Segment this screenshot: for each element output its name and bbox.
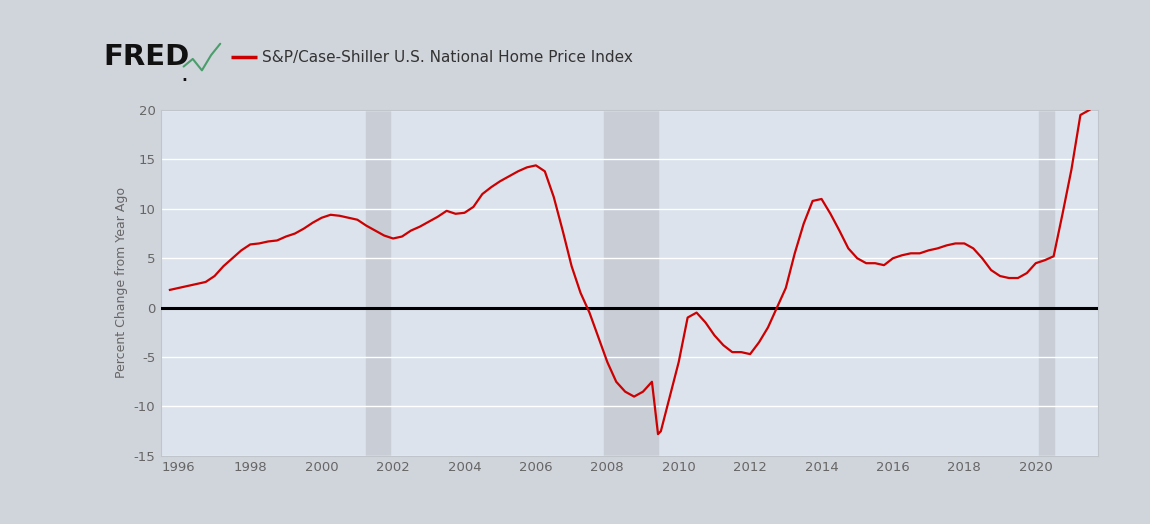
Text: FRED: FRED (104, 43, 190, 71)
Bar (605, 110, 658, 456)
Text: .: . (181, 62, 189, 86)
Bar (1038, 110, 1053, 456)
Text: S&P/Case-Shiller U.S. National Home Price Index: S&P/Case-Shiller U.S. National Home Pric… (262, 50, 632, 65)
Bar (367, 110, 390, 456)
Y-axis label: Percent Change from Year Ago: Percent Change from Year Ago (115, 188, 128, 378)
